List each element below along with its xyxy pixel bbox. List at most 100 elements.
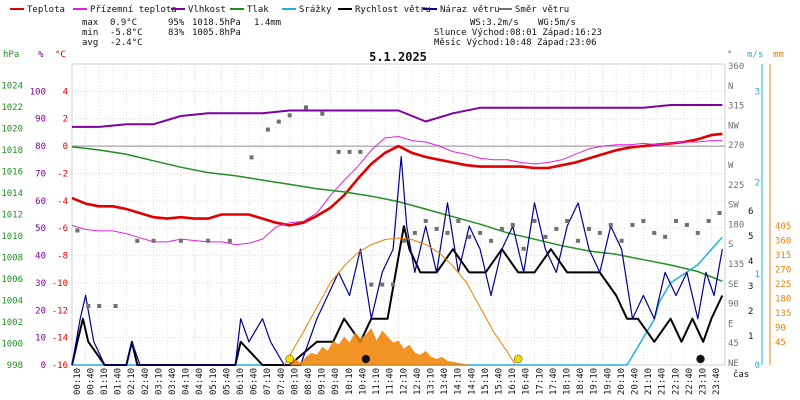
- wind-dir-point-13: [303, 105, 308, 110]
- sunset-marker: [513, 354, 523, 364]
- legend-label-0: Teplota: [27, 5, 65, 15]
- hpa-unit: hPa: [3, 50, 19, 60]
- x-tick-9: 04:40: [195, 368, 205, 395]
- dir-tick-13: E: [728, 319, 733, 329]
- ms-unit: m/s: [747, 50, 763, 60]
- hpa-tick-8: 1008: [1, 254, 23, 264]
- x-tick-22: 11:10: [372, 368, 382, 395]
- x-tick-14: 07:10: [263, 368, 273, 395]
- x-tick-21: 10:40: [358, 368, 368, 395]
- ms-wind-tick-5: 1: [748, 332, 753, 342]
- legend: Teplota Přízemní teplota Vlhkost Tlak Srážky…: [10, 5, 569, 15]
- x-tick-33: 16:40: [522, 368, 532, 395]
- cel-tick-6: -8: [57, 252, 68, 262]
- x-tick-25: 12:40: [413, 368, 423, 395]
- wind-dir-point-2: [97, 303, 102, 308]
- x-tick-0: 00:10: [73, 368, 83, 395]
- wind-dir-point-40: [608, 222, 613, 227]
- pct-tick-2: 80: [35, 142, 46, 152]
- x-axis-ticks: 00:10 00:40 01:10 01:40 02:10 02:40 03:10 03:40…: [73, 368, 722, 395]
- wind-dir-point-20: [391, 282, 396, 287]
- wind-dir-point-17: [358, 149, 363, 154]
- hpa-tick-4: 1016: [1, 168, 23, 178]
- x-tick-41: 20:40: [631, 368, 641, 395]
- dir-tick-11: SE: [728, 280, 739, 290]
- sunrise-marker: [285, 354, 294, 364]
- mm-tick-8: 45: [775, 338, 786, 348]
- wind-dir-point-41: [619, 238, 624, 243]
- series-layer: [71, 104, 724, 366]
- legend-label-5: Rychlost větru: [355, 5, 431, 15]
- wind-dir-point-12: [287, 113, 292, 118]
- dir-tick-2: 315: [728, 102, 744, 112]
- dir-tick-12: 90: [728, 300, 739, 310]
- wind-dir-point-26: [456, 218, 461, 223]
- x-tick-44: 22:10: [671, 368, 681, 395]
- rain-mm-area: [289, 328, 470, 365]
- wind-dir-point-37: [576, 238, 581, 243]
- wind-dir-point-25: [445, 230, 450, 235]
- stats-wg: WG:5m/s: [538, 18, 576, 28]
- x-tick-43: 21:40: [658, 368, 668, 395]
- pct-tick-0: 100: [30, 87, 46, 97]
- series-line-6: [71, 156, 723, 366]
- x-tick-39: 19:40: [603, 368, 613, 395]
- x-tick-35: 17:40: [549, 368, 559, 395]
- cel-tick-5: -6: [57, 224, 68, 234]
- x-tick-28: 14:10: [454, 368, 464, 395]
- pct-tick-8: 20: [35, 306, 46, 316]
- x-tick-18: 09:10: [318, 368, 328, 395]
- wind-dir-point-4: [135, 238, 140, 243]
- mm-unit: mm: [773, 50, 784, 60]
- ms-wind-tick-1: 5: [748, 232, 753, 242]
- hpa-tick-10: 1004: [1, 297, 23, 307]
- wind-dir-point-0: [75, 228, 80, 233]
- x-tick-17: 08:40: [304, 368, 314, 395]
- wind-dir-point-11: [276, 119, 281, 124]
- wind-dir-point-23: [423, 218, 428, 223]
- series-line-4: [72, 236, 723, 366]
- dir-tick-15: NE: [728, 359, 739, 369]
- ms-tick-0: 3: [755, 87, 760, 97]
- hpa-tick-5: 1014: [1, 189, 23, 199]
- wind-dir-point-45: [663, 234, 668, 239]
- x-tick-15: 07:40: [277, 368, 287, 395]
- stats-press-0: 1018.5hPa: [192, 18, 241, 28]
- stats-moon: Měsíc Východ:10:48 Západ:23:06: [434, 38, 597, 48]
- wind-dir-point-29: [489, 238, 494, 243]
- wind-dir-point-50: [717, 211, 722, 216]
- legend-label-1: Přízemní teplota: [90, 5, 177, 15]
- x-tick-23: 11:40: [386, 368, 396, 395]
- wind-dir-point-14: [320, 111, 325, 116]
- dir-tick-8: 180: [728, 220, 744, 230]
- hpa-tick-12: 1000: [1, 340, 23, 350]
- x-tick-42: 21:10: [644, 368, 654, 395]
- legend-label-4: Srážky: [299, 5, 332, 15]
- stats-label-0: max: [82, 18, 99, 28]
- x-tick-29: 14:40: [467, 368, 477, 395]
- pct-tick-7: 30: [35, 279, 46, 289]
- cel-tick-1: 2: [63, 115, 68, 125]
- ms-tick-1: 2: [755, 179, 760, 189]
- wind-dir-point-18: [369, 282, 374, 287]
- ms-tick-3: 0: [755, 361, 760, 371]
- series-line-0: [71, 132, 723, 227]
- wind-dir-point-16: [347, 149, 352, 154]
- legend-label-7: Směr větru: [515, 5, 569, 15]
- legend-label-6: Náraz větru: [440, 5, 500, 15]
- x-tick-13: 06:40: [250, 368, 260, 395]
- mm-tick-3: 270: [775, 266, 791, 276]
- x-tick-10: 05:10: [209, 368, 219, 395]
- wind-dir-point-39: [597, 230, 602, 235]
- dir-tick-3: NW: [728, 121, 739, 131]
- wind-dir-point-15: [336, 149, 341, 154]
- wind-dir-point-36: [565, 218, 570, 223]
- wind-dir-point-30: [499, 226, 504, 231]
- dir-tick-6: 225: [728, 181, 744, 191]
- wind-dir-point-31: [510, 222, 515, 227]
- wind-dir-point-3: [113, 303, 118, 308]
- x-tick-46: 23:10: [699, 368, 709, 395]
- legend-label-3: Tlak: [247, 5, 269, 15]
- mm-tick-6: 135: [775, 309, 791, 319]
- dir-tick-0: 360: [728, 62, 744, 72]
